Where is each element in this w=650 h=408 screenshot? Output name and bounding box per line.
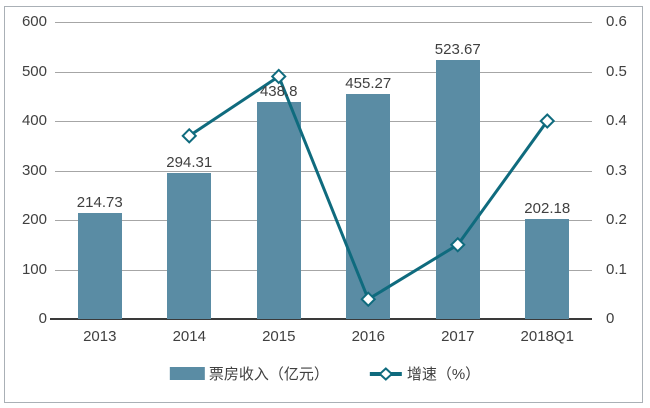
y2-axis-tick-label: 0 xyxy=(606,310,615,327)
bar-value-label: 294.31 xyxy=(166,154,213,172)
gridline xyxy=(55,71,592,73)
bar-value-label: 438.8 xyxy=(259,82,298,100)
y2-axis-tick-label: 0.4 xyxy=(606,112,627,129)
y-axis-tick-label: 500 xyxy=(21,62,47,80)
bar xyxy=(256,101,301,319)
y-axis-tick-label: 600 xyxy=(21,13,47,30)
y2-axis-tick-label: 0.3 xyxy=(606,161,627,179)
bar xyxy=(346,93,391,319)
line-legend-marker-icon xyxy=(369,366,402,381)
y-axis-tick-label: 100 xyxy=(21,260,47,278)
bar-value-label: 455.27 xyxy=(345,74,392,92)
y2-axis-tick-label: 0.1 xyxy=(606,260,627,278)
bar xyxy=(435,59,480,319)
gridline xyxy=(55,220,592,221)
bar-legend-label: 票房收入（亿元） xyxy=(208,366,329,383)
gridline xyxy=(55,269,592,271)
y-axis-tick-label: 200 xyxy=(21,211,47,228)
gridline xyxy=(55,22,592,23)
y-axis-tick-label: 400 xyxy=(21,112,47,129)
legend-item-line: 增速（%） xyxy=(369,363,480,384)
x-axis-tick-label: 2013 xyxy=(83,328,117,345)
x-axis-line xyxy=(50,318,592,320)
legend-item-bar: 票房收入（亿元） xyxy=(169,363,329,384)
bar xyxy=(167,173,212,319)
chart-border-frame xyxy=(4,6,643,403)
y2-axis-tick-label: 0.6 xyxy=(606,13,627,30)
x-axis-tick-label: 2015 xyxy=(262,328,296,345)
x-axis-tick-label: 2017 xyxy=(441,328,475,345)
bar xyxy=(525,218,570,319)
line-legend-label: 增速（%） xyxy=(406,366,481,383)
y-axis-tick-label: 0 xyxy=(38,310,47,327)
y2-axis-tick-label: 0.5 xyxy=(606,62,627,80)
x-axis-tick-label: 2016 xyxy=(351,328,385,345)
bar-value-label: 523.67 xyxy=(434,40,481,58)
gridline xyxy=(55,121,592,122)
legend: 票房收入（亿元） 增速（%） xyxy=(169,363,480,384)
bar-legend-swatch-icon xyxy=(169,367,205,380)
x-axis-tick-label: 2018Q1 xyxy=(520,328,574,345)
y2-axis-tick-label: 0.2 xyxy=(606,211,627,228)
bar xyxy=(77,212,122,319)
x-axis-tick-label: 2014 xyxy=(172,328,206,345)
y-axis-tick-label: 300 xyxy=(21,161,47,179)
bar-value-label: 202.18 xyxy=(524,199,571,217)
bar-value-label: 214.73 xyxy=(76,193,123,211)
gridline xyxy=(55,170,592,172)
